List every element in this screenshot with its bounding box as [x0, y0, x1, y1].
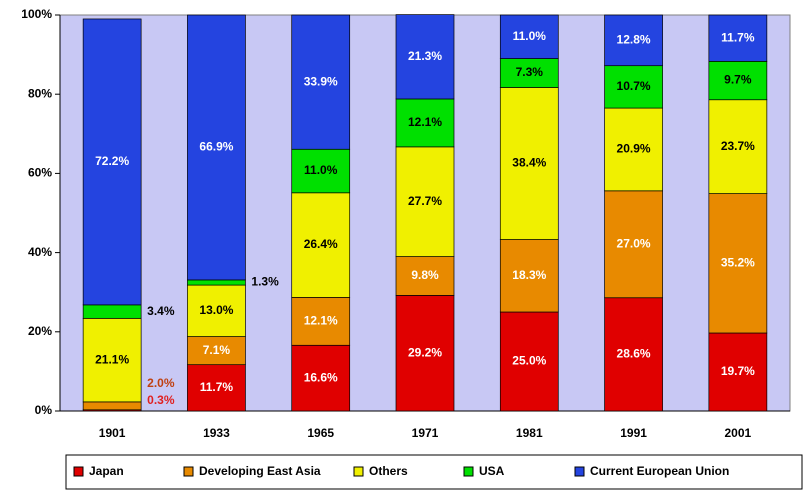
y-tick-label: 60% [28, 166, 52, 180]
bar-segment [395, 98, 455, 148]
bar-segment [499, 58, 559, 88]
data-label: 11.0% [513, 29, 547, 43]
bar-segment [499, 87, 559, 240]
data-label: 10.7% [617, 79, 651, 93]
data-label: 28.6% [617, 347, 651, 361]
legend-swatch [183, 466, 194, 477]
x-tick-label: 1933 [203, 426, 230, 440]
data-label: 0.3% [147, 393, 175, 407]
bar-segment [604, 14, 663, 67]
bar-segment [82, 18, 142, 306]
bar-segment [82, 401, 142, 411]
data-label: 25.0% [512, 354, 546, 368]
data-label: 20.9% [617, 142, 651, 156]
data-label: 19.7% [721, 364, 755, 378]
y-tick-label: 100% [21, 7, 52, 21]
x-tick-label: 1981 [516, 426, 543, 440]
y-tick-label: 20% [28, 324, 52, 338]
y-tick-label: 80% [28, 86, 52, 100]
legend-label: Others [369, 464, 408, 478]
bar-segment [708, 99, 768, 194]
bar-segment [499, 311, 559, 412]
bar-segment [708, 332, 768, 412]
data-label: 23.7% [721, 139, 755, 153]
data-label: 11.7% [200, 380, 234, 394]
data-label: 13.0% [199, 303, 233, 317]
data-label: 18.3% [512, 268, 546, 282]
bar-segment [187, 279, 246, 286]
data-label: 72.2% [95, 154, 129, 168]
data-label: 29.2% [408, 345, 442, 359]
data-label: 21.3% [408, 49, 442, 63]
bar-segment [499, 14, 559, 59]
x-tick-label: 1971 [412, 426, 439, 440]
data-label: 33.9% [304, 74, 338, 88]
data-label: 1.3% [251, 275, 279, 289]
bar-segment [291, 14, 351, 150]
data-label: 16.6% [304, 370, 338, 384]
bar-segment [604, 107, 663, 192]
data-label: 3.4% [147, 304, 175, 318]
bar-segment [604, 65, 663, 109]
bar-segment [395, 256, 455, 296]
bar-segment [187, 364, 246, 412]
legend-label: Developing East Asia [199, 464, 321, 478]
data-label: 7.3% [516, 65, 544, 79]
data-label: 9.8% [411, 268, 439, 282]
data-label: 7.1% [203, 343, 231, 357]
bar-segment [291, 192, 351, 298]
data-label: 27.7% [408, 194, 442, 208]
bar-segment [604, 190, 663, 299]
data-label: 9.7% [724, 73, 752, 87]
data-label: 12.1% [304, 313, 338, 327]
bar-segment [708, 14, 768, 62]
data-label: 21.1% [95, 352, 129, 366]
data-label: 11.7% [721, 30, 755, 44]
data-label: 35.2% [721, 255, 755, 269]
data-label: 12.1% [408, 115, 442, 129]
bar-segment [187, 284, 246, 337]
x-tick-label: 1991 [620, 426, 647, 440]
bar-segment [395, 146, 455, 257]
data-label: 66.9% [199, 140, 233, 154]
x-tick-label: 2001 [725, 426, 752, 440]
legend-swatch [463, 466, 474, 477]
data-label: 11.0% [304, 163, 338, 177]
legend-label: Japan [89, 464, 124, 478]
bar-segment [708, 193, 768, 334]
bar-segment [291, 296, 351, 346]
legend-label: Current European Union [590, 464, 729, 478]
legend-label: USA [479, 464, 505, 478]
x-tick-label: 1965 [307, 426, 334, 440]
data-label: 27.0% [617, 236, 651, 250]
bar-segment [82, 304, 142, 319]
bar-segment [82, 317, 142, 403]
bar-segment [604, 297, 663, 412]
bar-segment [395, 295, 455, 412]
bar-segment [499, 239, 559, 313]
y-tick-label: 40% [28, 245, 52, 259]
bar-segment [395, 14, 455, 100]
bar-segment [291, 148, 351, 194]
bar-segment [187, 336, 246, 366]
y-tick-label: 0% [35, 403, 53, 417]
data-label: 2.0% [147, 376, 175, 390]
legend-swatch [353, 466, 364, 477]
bar-segment [187, 14, 246, 281]
data-label: 12.8% [617, 33, 651, 47]
x-tick-label: 1901 [99, 426, 126, 440]
data-label: 26.4% [304, 237, 338, 251]
bar-segment [291, 344, 351, 412]
data-label: 38.4% [512, 156, 546, 170]
legend-swatch [73, 466, 84, 477]
legend-swatch [574, 466, 585, 477]
